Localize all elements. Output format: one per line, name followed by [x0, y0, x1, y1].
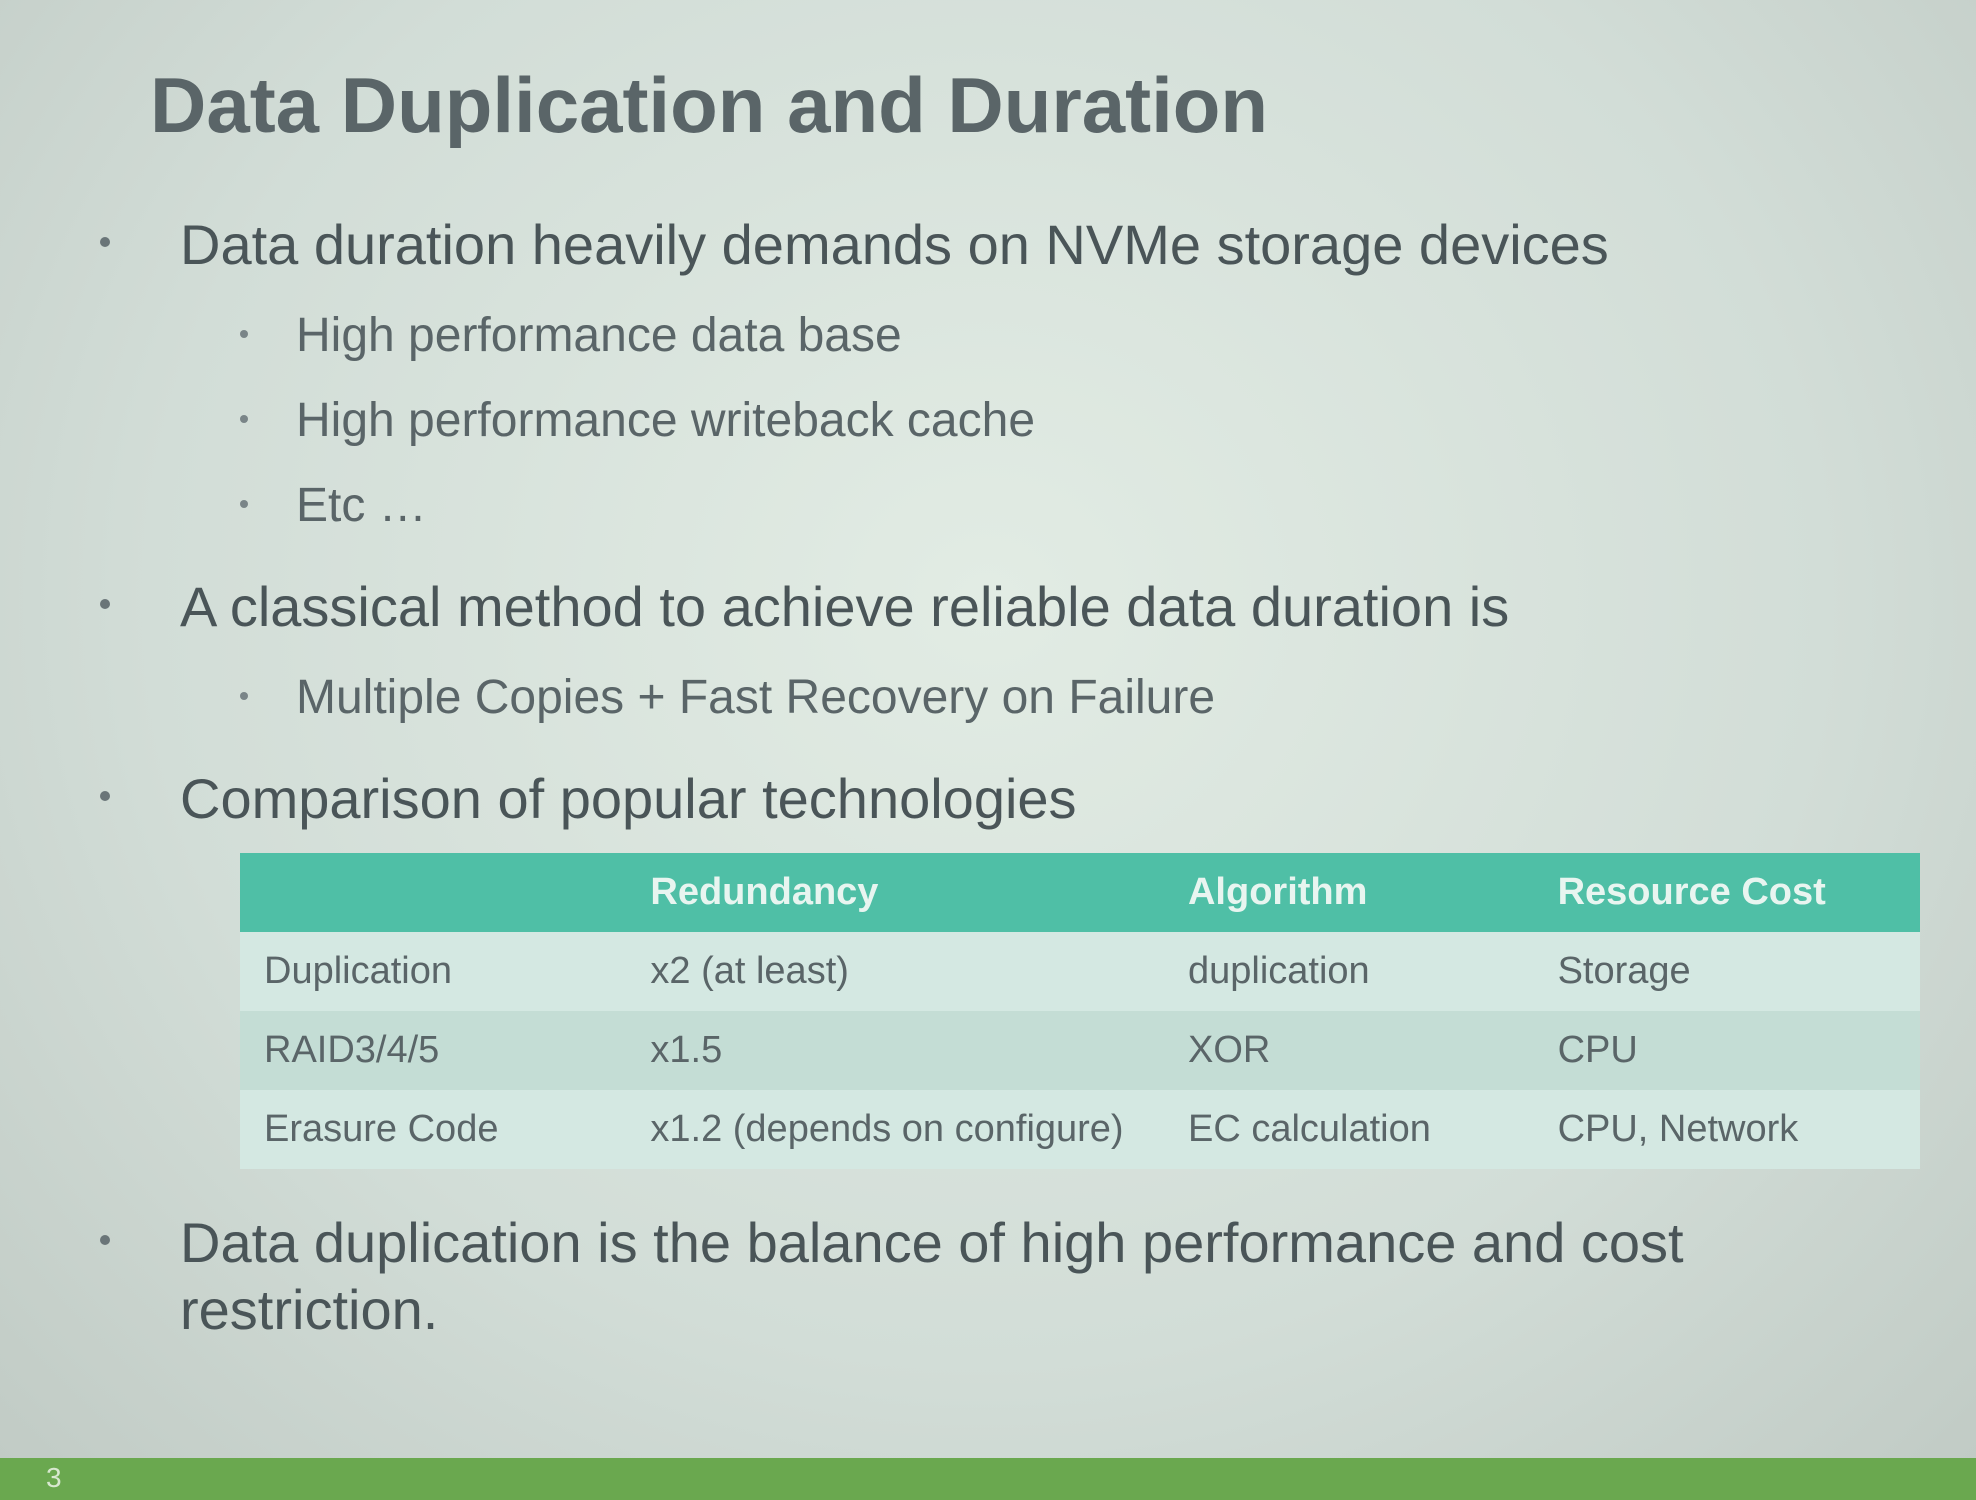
sub-bullet-text: Multiple Copies + Fast Recovery on Failu…	[296, 671, 1215, 724]
bullet-list: Data duration heavily demands on NVMe st…	[100, 211, 1876, 1343]
table-cell: Erasure Code	[240, 1090, 626, 1169]
bullet-text: Data duplication is the balance of high …	[180, 1209, 1876, 1343]
table-cell: CPU, Network	[1534, 1090, 1920, 1169]
sub-bullet-text: Etc …	[296, 479, 427, 532]
sub-bullet-list: High performance data base High performa…	[240, 308, 1876, 533]
table-cell: XOR	[1164, 1011, 1534, 1090]
table-cell: x2 (at least)	[626, 932, 1164, 1011]
table-cell: Storage	[1534, 932, 1920, 1011]
sub-bullet-item: High performance writeback cache	[240, 393, 1876, 448]
sub-bullet-list: Multiple Copies + Fast Recovery on Failu…	[240, 670, 1876, 725]
table-cell: EC calculation	[1164, 1090, 1534, 1169]
comparison-table-wrap: Redundancy Algorithm Resource Cost Dupli…	[240, 853, 1920, 1169]
table-cell: duplication	[1164, 932, 1534, 1011]
sub-bullet-text: High performance writeback cache	[296, 394, 1035, 447]
table-cell: Duplication	[240, 932, 626, 1011]
sub-bullet-item: High performance data base	[240, 308, 1876, 363]
table-header-cell: Redundancy	[626, 853, 1164, 932]
slide-title: Data Duplication and Duration	[150, 60, 1876, 151]
bullet-item-2: A classical method to achieve reliable d…	[100, 573, 1876, 725]
table-cell: RAID3/4/5	[240, 1011, 626, 1090]
footer-bar	[0, 1458, 1976, 1500]
page-number: 3	[46, 1462, 62, 1494]
bullet-item-1: Data duration heavily demands on NVMe st…	[100, 211, 1876, 533]
sub-bullet-text: High performance data base	[296, 309, 902, 362]
table-row: Erasure Code x1.2 (depends on configure)…	[240, 1090, 1920, 1169]
table-cell: CPU	[1534, 1011, 1920, 1090]
table-header-cell	[240, 853, 626, 932]
table-header-cell: Resource Cost	[1534, 853, 1920, 932]
table-header-cell: Algorithm	[1164, 853, 1534, 932]
bullet-text: Comparison of popular technologies	[180, 765, 1876, 832]
comparison-table: Redundancy Algorithm Resource Cost Dupli…	[240, 853, 1920, 1169]
bullet-item-4: Data duplication is the balance of high …	[100, 1209, 1876, 1343]
table-cell: x1.5	[626, 1011, 1164, 1090]
bullet-text: A classical method to achieve reliable d…	[180, 573, 1876, 640]
slide: Data Duplication and Duration Data durat…	[0, 0, 1976, 1343]
sub-bullet-item: Etc …	[240, 478, 1876, 533]
bullet-text: Data duration heavily demands on NVMe st…	[180, 211, 1876, 278]
bullet-item-3: Comparison of popular technologies Redun…	[100, 765, 1876, 1168]
table-header-row: Redundancy Algorithm Resource Cost	[240, 853, 1920, 932]
sub-bullet-item: Multiple Copies + Fast Recovery on Failu…	[240, 670, 1876, 725]
table-row: RAID3/4/5 x1.5 XOR CPU	[240, 1011, 1920, 1090]
table-cell: x1.2 (depends on configure)	[626, 1090, 1164, 1169]
table-row: Duplication x2 (at least) duplication St…	[240, 932, 1920, 1011]
